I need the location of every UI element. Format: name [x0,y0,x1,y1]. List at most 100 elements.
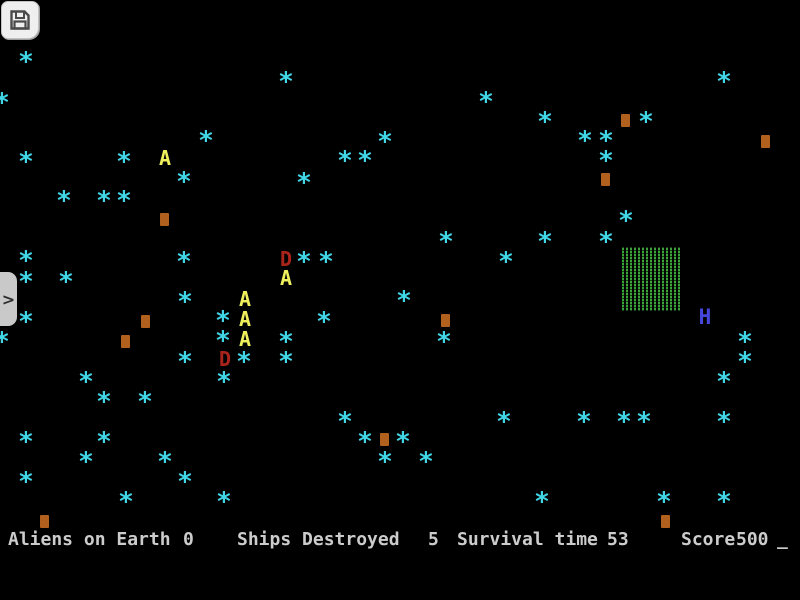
status-value: 500 [736,529,769,550]
alien-pod [160,213,169,226]
star: * [216,367,232,397]
star: * [96,387,112,417]
star: * [198,126,214,156]
alien-pod [121,335,130,348]
star: * [18,147,34,177]
star: * [716,407,732,437]
status-label: Aliens on Earth [8,529,171,550]
star: * [357,146,373,176]
star: * [418,447,434,477]
star: * [377,127,393,157]
star: * [537,227,553,257]
star: * [18,427,34,457]
star: * [396,286,412,316]
star: * [537,107,553,137]
star: * [598,146,614,176]
star: * [636,407,652,437]
debris: D [279,247,293,271]
star: * [18,467,34,497]
star: * [436,327,452,357]
alien-pod [380,433,389,446]
star: * [316,307,332,337]
star: * [177,467,193,497]
star: * [278,327,294,357]
star: * [118,487,134,517]
star: * [18,246,34,276]
star: * [618,206,634,236]
star: * [598,227,614,257]
star: * [395,427,411,457]
star: * [0,327,12,357]
status-bar: Aliens on Earth 0 Ships Destroyed 5 Survival… [0,529,800,553]
star: * [116,147,132,177]
drawer-handle[interactable]: > [0,272,17,326]
alien: A [238,287,252,311]
star: * [638,107,654,137]
star: * [337,407,353,437]
star: * [498,247,514,277]
star: * [78,447,94,477]
alien-pod [40,515,49,528]
star: * [496,407,512,437]
star: * [0,88,12,118]
alien-pod [761,135,770,148]
alien: A [279,266,293,290]
floppy-disk-icon [10,10,30,30]
alien-pod [661,515,670,528]
star: * [215,306,231,336]
star: * [534,487,550,517]
star: * [296,247,312,277]
debris: D [218,347,232,371]
status-label: Ships Destroyed [237,529,400,550]
star: * [176,167,192,197]
player-ship: H [698,305,712,329]
star: * [296,168,312,198]
star: * [716,487,732,517]
star: * [58,267,74,297]
star: * [278,67,294,97]
star: * [577,126,593,156]
star: * [337,146,353,176]
alien-pod [601,173,610,186]
alien-pod [441,314,450,327]
star: * [215,326,231,356]
alien: A [158,146,172,170]
star: * [177,347,193,377]
star: * [716,367,732,397]
star: * [18,307,34,337]
star: * [438,227,454,257]
status-value: 53 [607,529,629,550]
star: * [236,347,252,377]
star: * [377,447,393,477]
star: * [96,427,112,457]
star: * [656,487,672,517]
star: * [216,487,232,517]
dither-block [622,247,680,311]
star: * [116,186,132,216]
star: * [737,327,753,357]
status-value: 0 [183,529,194,550]
chevron-right-icon: > [1,289,16,309]
alien: A [238,307,252,331]
star: * [616,407,632,437]
star: * [278,347,294,377]
star: * [176,247,192,277]
status-label: Score [681,529,736,550]
star: * [576,407,592,437]
star: * [137,387,153,417]
save-button[interactable] [1,1,39,39]
star: * [716,67,732,97]
star: * [157,447,173,477]
alien: A [238,327,252,351]
status-label: Survival time [457,529,598,550]
alien-pod [141,315,150,328]
star: * [18,47,34,77]
star: * [56,186,72,216]
star: * [96,186,112,216]
star: * [598,126,614,156]
star: * [318,247,334,277]
status-value: 5 [428,529,439,550]
star: * [78,367,94,397]
star: * [478,87,494,117]
